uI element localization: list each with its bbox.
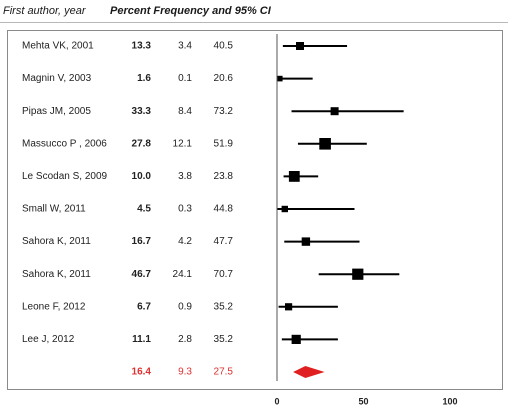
- upper-ci-label: 40.5: [214, 41, 234, 52]
- estimate-marker: [319, 138, 331, 150]
- upper-ci-label: 44.8: [214, 204, 234, 215]
- x-tick-label: 0: [274, 396, 279, 406]
- lower-ci-label: 0.9: [178, 301, 192, 312]
- lower-ci-label: 12.1: [173, 138, 193, 149]
- estimate-label: 27.8: [132, 138, 152, 149]
- table-header: First author, year Percent Frequency and…: [0, 0, 508, 24]
- lower-ci-label: 24.1: [173, 269, 193, 280]
- upper-ci-label: 23.8: [214, 171, 234, 182]
- lower-ci-label: 0.3: [178, 204, 192, 215]
- pooled-diamond: [293, 366, 325, 378]
- study-label: Magnin V, 2003: [22, 73, 92, 84]
- estimate-marker: [301, 237, 311, 246]
- estimate-label: 4.5: [137, 204, 151, 215]
- estimate-label: 10.0: [132, 171, 152, 182]
- study-row: Mehta VK, 2001 13.3 3.4 40.5: [22, 41, 348, 52]
- upper-ci-label: 73.2: [214, 106, 234, 117]
- upper-ci-label: 35.2: [214, 301, 234, 312]
- study-row: Lee J, 2012 11.1 2.8 35.2: [22, 334, 338, 345]
- pooled-lower-label: 9.3: [178, 367, 192, 378]
- estimate-marker: [288, 171, 300, 182]
- pooled-upper-label: 27.5: [214, 367, 234, 378]
- x-tick-label: 100: [442, 396, 457, 406]
- upper-ci-label: 70.7: [214, 269, 234, 280]
- header-divider: [0, 22, 508, 23]
- upper-ci-label: 47.7: [214, 236, 234, 247]
- estimate-label: 46.7: [132, 269, 152, 280]
- study-row: Le Scodan S, 2009 10.0 3.8 23.8: [22, 171, 319, 182]
- study-row: Pipas JM, 2005 33.3 8.4 73.2: [22, 106, 404, 117]
- estimate-marker: [296, 42, 305, 50]
- pooled-row: 16.4 9.3 27.5: [132, 366, 325, 378]
- study-label: Mehta VK, 2001: [22, 41, 94, 52]
- study-row: Magnin V, 2003 1.6 0.1 20.6: [22, 73, 313, 84]
- study-label: Lee J, 2012: [22, 334, 75, 345]
- estimate-marker: [284, 303, 293, 311]
- lower-ci-label: 8.4: [178, 106, 192, 117]
- estimate-marker: [276, 75, 283, 82]
- estimate-label: 16.7: [132, 236, 152, 247]
- lower-ci-label: 4.2: [178, 236, 192, 247]
- estimate-marker: [352, 268, 364, 280]
- x-tick-label: 50: [358, 396, 368, 406]
- author-column-header: First author, year: [3, 5, 86, 17]
- estimate-marker: [281, 205, 288, 213]
- study-label: Small W, 2011: [22, 204, 86, 215]
- estimate-label: 33.3: [132, 106, 152, 117]
- study-label: Sahora K, 2011: [22, 236, 91, 247]
- study-label: Sahora K, 2011: [22, 269, 91, 280]
- study-row: Sahora K, 2011 46.7 24.1 70.7: [22, 268, 400, 280]
- lower-ci-label: 3.8: [178, 171, 192, 182]
- estimate-label: 1.6: [137, 73, 151, 84]
- lower-ci-label: 0.1: [178, 73, 192, 84]
- estimate-label: 13.3: [132, 41, 152, 52]
- study-row: Massucco P , 2006 27.8 12.1 51.9: [22, 138, 367, 150]
- lower-ci-label: 3.4: [178, 41, 192, 52]
- lower-ci-label: 2.8: [178, 334, 192, 345]
- study-row: Leone F, 2012 6.7 0.9 35.2: [22, 301, 338, 312]
- study-label: Massucco P , 2006: [22, 138, 107, 149]
- upper-ci-label: 20.6: [214, 73, 234, 84]
- estimate-label: 6.7: [137, 301, 151, 312]
- study-label: Leone F, 2012: [22, 301, 86, 312]
- upper-ci-label: 51.9: [214, 138, 234, 149]
- plot-frame: [7, 30, 503, 390]
- study-label: Le Scodan S, 2009: [22, 171, 108, 182]
- study-row: Sahora K, 2011 16.7 4.2 47.7: [22, 236, 360, 247]
- study-row: Small W, 2011 4.5 0.3 44.8: [22, 204, 355, 215]
- estimate-label: 11.1: [132, 334, 151, 345]
- upper-ci-label: 35.2: [214, 334, 234, 345]
- pooled-estimate-label: 16.4: [132, 367, 152, 378]
- estimate-marker: [291, 334, 301, 344]
- study-label: Pipas JM, 2005: [22, 106, 91, 117]
- estimate-marker: [330, 107, 339, 116]
- metric-column-header: Percent Frequency and 95% CI: [110, 5, 271, 17]
